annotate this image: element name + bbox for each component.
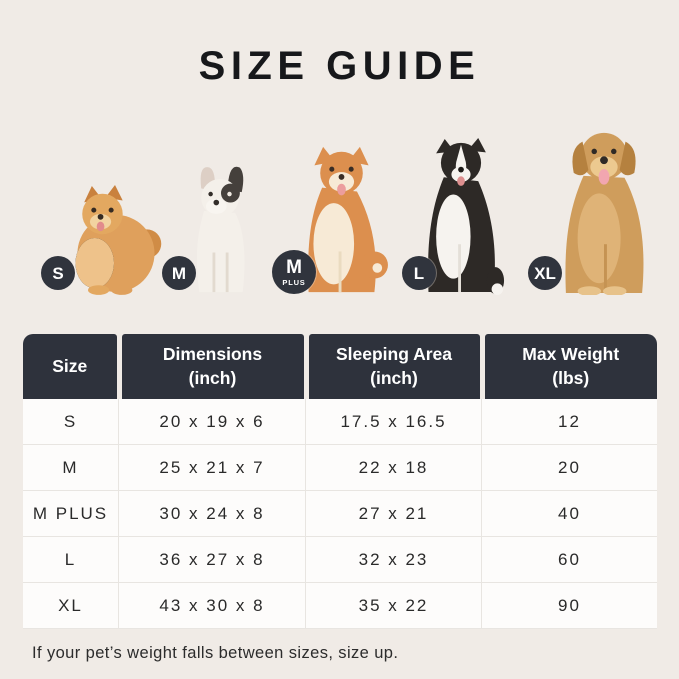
table-row: M 25 x 21 x 7 22 x 18 20 [23, 445, 657, 491]
table-cell-sleeping-area: 17.5 x 16.5 [306, 399, 482, 445]
table-cell-size: S [23, 399, 119, 445]
header-cell-dimensions: Dimensions (inch) [121, 334, 304, 399]
size-badge-label: S [52, 263, 64, 283]
table-row: S 20 x 19 x 6 17.5 x 16.5 12 [23, 399, 657, 445]
table-cell-max-weight: 12 [482, 399, 657, 445]
table-cell-sleeping-area: 22 x 18 [306, 445, 482, 491]
table-cell-max-weight: 90 [482, 583, 657, 629]
table-cell-dimensions: 25 x 21 x 7 [119, 445, 306, 491]
table-row: M PLUS 30 x 24 x 8 27 x 21 40 [23, 491, 657, 537]
table-cell-size: M PLUS [23, 491, 119, 537]
table-cell-sleeping-area: 32 x 23 [306, 537, 482, 583]
header-cell-size: Size [23, 334, 117, 399]
table-cell-sleeping-area: 27 x 21 [306, 491, 482, 537]
size-badge-mplus: M PLUS [272, 250, 316, 294]
size-badge-xl: XL [528, 256, 562, 290]
table-cell-dimensions: 20 x 19 x 6 [119, 399, 306, 445]
dog-figure-m [188, 161, 254, 295]
size-table-header: Size Dimensions (inch) Sleeping Area (in… [23, 334, 657, 399]
table-cell-size: M [23, 445, 119, 491]
footnote: If your pet’s weight falls between sizes… [32, 644, 399, 662]
dog-figure-xl [552, 127, 656, 295]
dog-illustration-pomeranian-icon [75, 185, 162, 295]
size-badge-label: M [286, 257, 302, 278]
dogs-row [0, 110, 679, 296]
table-cell-max-weight: 20 [482, 445, 657, 491]
table-cell-size: XL [23, 583, 119, 629]
header-cell-max-weight: Max Weight (lbs) [484, 334, 657, 399]
table-cell-sleeping-area: 35 x 22 [306, 583, 482, 629]
dog-illustration-border-collie-icon [428, 138, 505, 295]
dog-figure-l [417, 137, 505, 295]
header-cell-sleeping-area: Sleeping Area (inch) [308, 334, 480, 399]
size-badge-label: XL [534, 263, 556, 283]
size-badge-label: L [413, 263, 425, 283]
size-table: Size Dimensions (inch) Sleeping Area (in… [23, 334, 657, 629]
page-title: SIZE GUIDE [198, 44, 481, 88]
table-cell-max-weight: 60 [482, 537, 657, 583]
size-badge-l: L [402, 256, 436, 290]
table-cell-dimensions: 43 x 30 x 8 [119, 583, 306, 629]
size-badge-sublabel: PLUS [282, 277, 306, 287]
table-cell-size: L [23, 537, 119, 583]
table-cell-max-weight: 40 [482, 491, 657, 537]
dog-illustration-french-bulldog-icon [196, 166, 245, 293]
table-row: XL 43 x 30 x 8 35 x 22 90 [23, 583, 657, 629]
dog-figure-s [62, 184, 168, 295]
dog-figure-mplus [293, 145, 390, 295]
size-badge-s: S [41, 256, 75, 290]
table-cell-dimensions: 36 x 27 x 8 [119, 537, 306, 583]
size-badge-label: M [171, 263, 187, 283]
dog-illustration-golden-retriever-icon [565, 132, 644, 295]
table-row: L 36 x 27 x 8 32 x 23 60 [23, 537, 657, 583]
table-cell-dimensions: 30 x 24 x 8 [119, 491, 306, 537]
dog-illustration-shiba-icon [308, 146, 388, 293]
size-badge-m: M [162, 256, 196, 290]
